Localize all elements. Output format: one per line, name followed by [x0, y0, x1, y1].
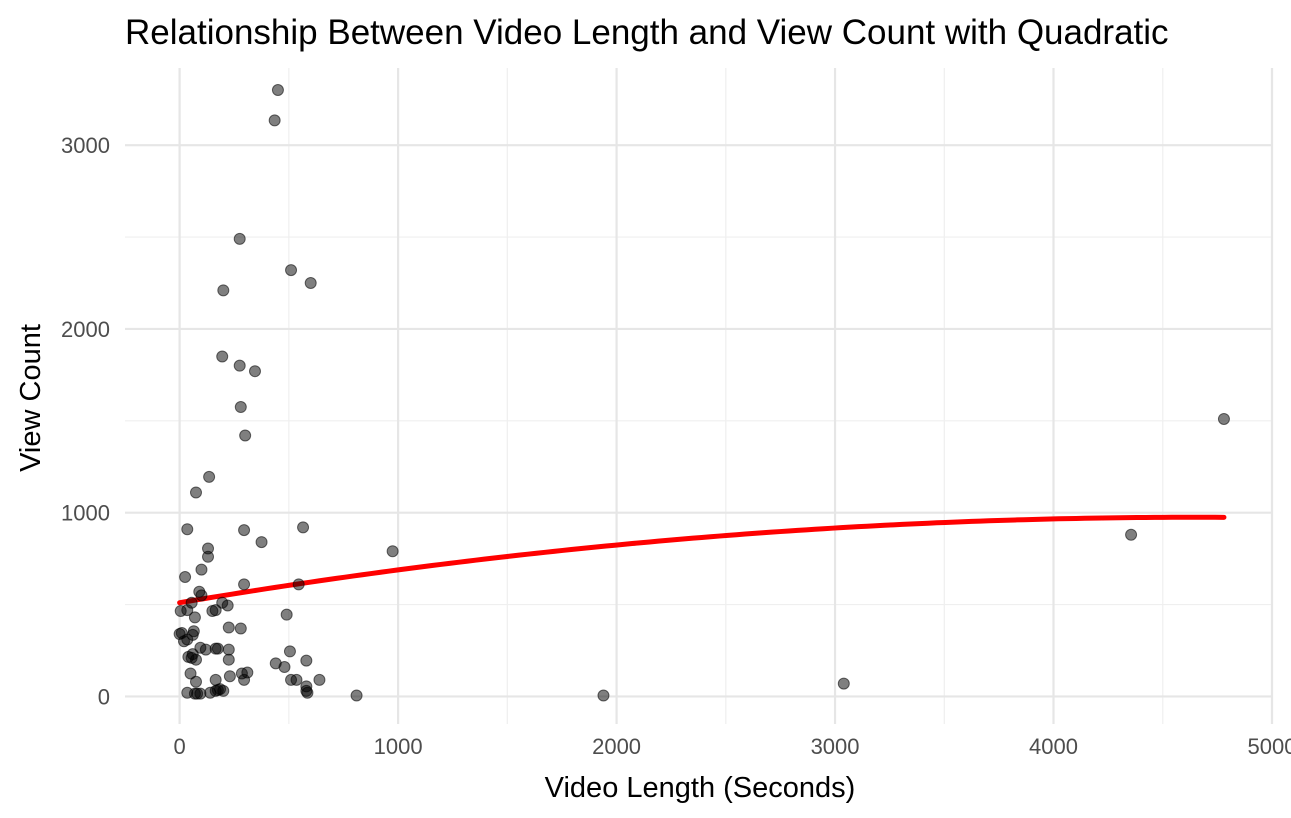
data-point [195, 563, 208, 576]
data-point [217, 284, 230, 297]
data-point [304, 276, 317, 289]
data-point [297, 521, 310, 534]
data-point [190, 653, 202, 666]
data-point [203, 470, 216, 483]
data-point [223, 670, 236, 683]
data-point [179, 571, 192, 583]
y-axis-tick-labels: 0 1000 2000 3000 [61, 133, 110, 709]
data-point [350, 689, 363, 702]
fit-curve-layer [177, 514, 1227, 606]
data-point [238, 578, 251, 591]
data-point [190, 486, 202, 499]
x-axis-tick-labels: 0 1000 2000 3000 4000 5000 [173, 734, 1291, 759]
quadratic-fit-line [177, 514, 1227, 606]
scatter-points [173, 84, 1230, 702]
data-point [209, 604, 222, 617]
data-point [234, 622, 247, 635]
data-point [216, 350, 229, 363]
data-point [271, 84, 284, 97]
data-point [278, 661, 291, 674]
data-point [233, 232, 246, 245]
data-point [222, 621, 235, 634]
data-point [280, 608, 293, 621]
x-tick-label: 2000 [592, 734, 641, 759]
data-point [195, 589, 208, 602]
data-point [283, 645, 296, 658]
x-tick-label: 1000 [374, 734, 423, 759]
data-point [301, 686, 314, 699]
y-axis-title: View Count [15, 324, 47, 472]
data-point [238, 673, 251, 686]
data-point [268, 114, 281, 127]
data-point [181, 523, 194, 536]
data-point [188, 611, 201, 624]
y-tick-label: 2000 [61, 317, 110, 342]
data-point [837, 677, 850, 690]
grid [125, 68, 1274, 724]
data-point [194, 687, 207, 700]
data-point [255, 536, 268, 549]
chart-title: Relationship Between Video Length and Vi… [125, 13, 1169, 52]
x-axis-title: Video Length (Seconds) [545, 772, 856, 804]
data-point [285, 264, 298, 277]
data-point [181, 633, 194, 646]
data-point [222, 643, 235, 656]
data-point [313, 673, 326, 686]
y-tick-label: 1000 [61, 501, 110, 526]
data-point [190, 675, 202, 688]
data-point [386, 545, 399, 558]
data-point [204, 686, 217, 699]
data-point [1125, 528, 1138, 541]
x-tick-label: 4000 [1029, 734, 1078, 759]
data-point [292, 578, 305, 591]
data-point [199, 643, 212, 656]
data-point [290, 673, 303, 686]
data-point [222, 653, 235, 666]
data-point [300, 654, 313, 667]
data-point [238, 524, 251, 537]
x-tick-label: 5000 [1248, 734, 1291, 759]
data-point [221, 599, 234, 612]
data-point [233, 359, 246, 372]
data-point [181, 604, 194, 617]
x-tick-label: 0 [173, 734, 185, 759]
data-point [248, 365, 261, 378]
data-point [202, 550, 215, 563]
y-tick-label: 3000 [61, 133, 110, 158]
data-point [239, 429, 252, 442]
data-point [1217, 412, 1230, 425]
data-point [211, 642, 224, 655]
data-point [217, 684, 230, 697]
y-tick-label: 0 [98, 684, 110, 709]
data-point [597, 689, 610, 702]
data-point [234, 401, 247, 414]
data-point [184, 667, 197, 680]
x-tick-label: 3000 [811, 734, 860, 759]
